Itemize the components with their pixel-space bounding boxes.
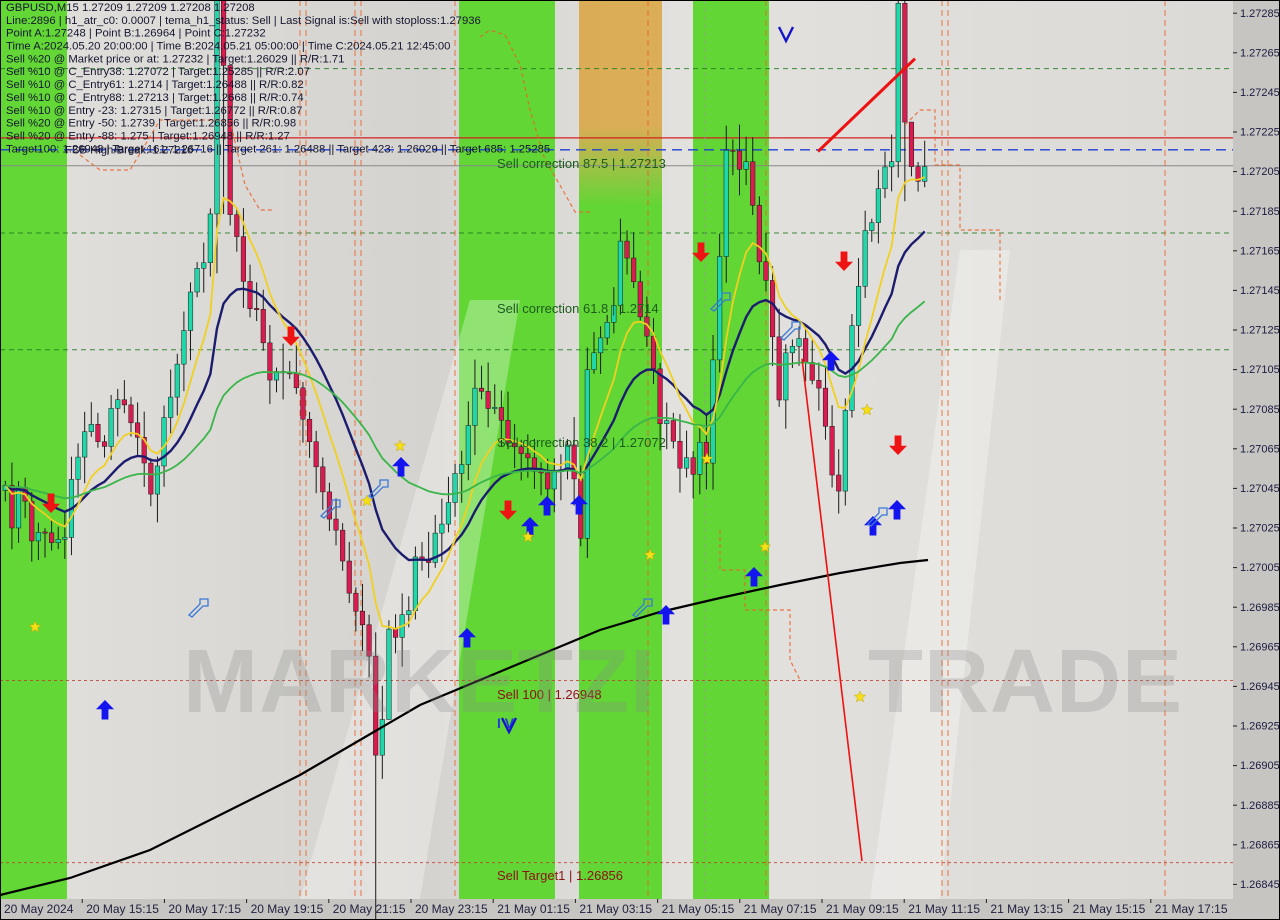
- svg-text:20 May 2024: 20 May 2024: [4, 902, 74, 916]
- svg-text:Sell %20 @ Market price or at:: Sell %20 @ Market price or at: 1.27232 |…: [6, 53, 344, 65]
- svg-text:1.27065: 1.27065: [1240, 443, 1280, 455]
- svg-text:1.27265: 1.27265: [1240, 47, 1280, 59]
- svg-text:1.27285: 1.27285: [1240, 8, 1280, 20]
- svg-text:1.27105: 1.27105: [1240, 364, 1280, 376]
- svg-text:20 May 21:15: 20 May 21:15: [333, 902, 406, 916]
- svg-text:21 May 15:15: 21 May 15:15: [1073, 902, 1146, 916]
- svg-text:1.27165: 1.27165: [1240, 245, 1280, 257]
- svg-text:Sell correction 38.2 | 1.27072: Sell correction 38.2 | 1.27072: [497, 435, 666, 450]
- svg-text:Point A:1.27248 | Point B:1.26: Point A:1.27248 | Point B:1.26964 | Poin…: [6, 28, 266, 40]
- svg-text:1.26925: 1.26925: [1240, 721, 1280, 733]
- svg-text:1.26845: 1.26845: [1240, 879, 1280, 891]
- svg-text:Sell %10 @ C_Entry61: 1.2714 |: Sell %10 @ C_Entry61: 1.2714 | Target:1.…: [6, 79, 304, 91]
- svg-text:1.26945: 1.26945: [1240, 681, 1280, 693]
- svg-text:Sell %10 @ C_Entry88: 1.27213: Sell %10 @ C_Entry88: 1.27213 | Target:1…: [6, 92, 304, 104]
- svg-text:Line:2896 | h1_atr_c0: 0.0007: Line:2896 | h1_atr_c0: 0.0007 | tema_h1_…: [6, 15, 481, 27]
- svg-text:1.26965: 1.26965: [1240, 641, 1280, 653]
- svg-text:Sell correction 87.5 | 1.27213: Sell correction 87.5 | 1.27213: [497, 156, 666, 171]
- svg-text:Sell %10 @ Entry -23: 1.27315: Sell %10 @ Entry -23: 1.27315 | Target:1…: [6, 105, 302, 117]
- svg-text:21 May 13:15: 21 May 13:15: [990, 902, 1063, 916]
- svg-text:1.27085: 1.27085: [1240, 404, 1280, 416]
- svg-text:20 May 19:15: 20 May 19:15: [251, 902, 324, 916]
- svg-text:1.27145: 1.27145: [1240, 285, 1280, 297]
- svg-text:FSB High/Break: 1.27216: FSB High/Break: 1.27216: [65, 144, 193, 156]
- svg-text:Sell %20 @ Entry -88: 1.275 |: Sell %20 @ Entry -88: 1.275 | Target:1.2…: [6, 131, 290, 143]
- svg-text:21 May 09:15: 21 May 09:15: [826, 902, 899, 916]
- svg-text:GBPUSD,M15 1.27209 1.27209 1.: GBPUSD,M15 1.27209 1.27209 1.27208 1.272…: [6, 2, 255, 14]
- svg-text:Sell correction 61.8 | 1.2714: Sell correction 61.8 | 1.2714: [497, 301, 659, 316]
- svg-text:20 May 17:15: 20 May 17:15: [168, 902, 241, 916]
- svg-text:1.27205: 1.27205: [1240, 166, 1280, 178]
- svg-text:20 May 15:15: 20 May 15:15: [86, 902, 159, 916]
- svg-text:1.27045: 1.27045: [1240, 483, 1280, 495]
- svg-text:21 May 05:15: 21 May 05:15: [662, 902, 735, 916]
- svg-text:1.26885: 1.26885: [1240, 800, 1280, 812]
- svg-text:1.26865: 1.26865: [1240, 839, 1280, 851]
- svg-text:1.27225: 1.27225: [1240, 127, 1280, 139]
- svg-text:1.27025: 1.27025: [1240, 523, 1280, 535]
- svg-text:21 May 17:15: 21 May 17:15: [1155, 902, 1228, 916]
- svg-text:20 May 23:15: 20 May 23:15: [415, 902, 488, 916]
- svg-text:1.27125: 1.27125: [1240, 325, 1280, 337]
- svg-text:1.26905: 1.26905: [1240, 760, 1280, 772]
- svg-text:1.26985: 1.26985: [1240, 602, 1280, 614]
- svg-text:Sell %10 @ C_Entry38: 1.27072: Sell %10 @ C_Entry38: 1.27072 | Target:1…: [6, 66, 310, 78]
- svg-text:21 May 07:15: 21 May 07:15: [744, 902, 817, 916]
- svg-text:Sell Target1 | 1.26856: Sell Target1 | 1.26856: [497, 868, 623, 883]
- svg-text:TRADE: TRADE: [868, 632, 1183, 732]
- svg-text:21 May 03:15: 21 May 03:15: [579, 902, 652, 916]
- svg-text:1.27005: 1.27005: [1240, 562, 1280, 574]
- svg-text:Sell %20 @ Entry -50: 1.2739 |: Sell %20 @ Entry -50: 1.2739 | Target:1.…: [6, 118, 296, 130]
- svg-text:21 May 11:15: 21 May 11:15: [908, 902, 980, 916]
- svg-text:1.27245: 1.27245: [1240, 87, 1280, 99]
- svg-text:21 May 01:15: 21 May 01:15: [497, 902, 570, 916]
- svg-text:MARKETZI: MARKETZI: [183, 632, 656, 732]
- svg-text:Time A:2024.05.20 20:00:00 | T: Time A:2024.05.20 20:00:00 | Time B:2024…: [6, 41, 450, 53]
- svg-text:1.27185: 1.27185: [1240, 206, 1280, 218]
